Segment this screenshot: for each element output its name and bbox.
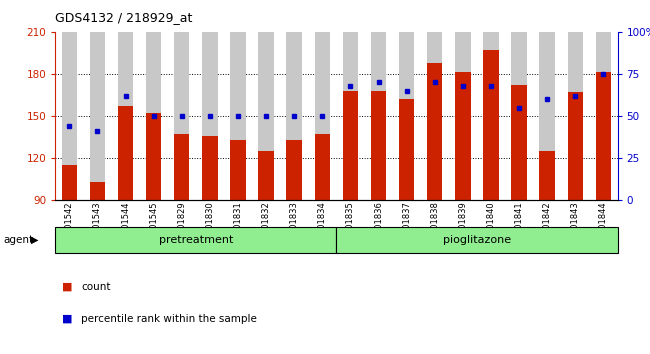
Bar	[540, 151, 555, 200]
Bar	[174, 134, 190, 200]
Bar	[455, 32, 471, 200]
Bar	[337, 227, 618, 253]
Bar	[118, 106, 133, 200]
Bar	[118, 32, 133, 200]
Bar	[55, 227, 337, 253]
Bar	[258, 32, 274, 200]
Bar	[315, 32, 330, 200]
Bar	[62, 32, 77, 200]
Bar	[343, 32, 358, 200]
Bar	[90, 182, 105, 200]
Bar	[427, 32, 443, 200]
Text: ▶: ▶	[31, 235, 38, 245]
Bar	[370, 32, 386, 200]
Bar	[315, 134, 330, 200]
Text: agent: agent	[3, 235, 33, 245]
Text: count: count	[81, 282, 110, 292]
Bar	[146, 113, 161, 200]
Bar	[258, 151, 274, 200]
Bar	[567, 32, 583, 200]
Bar	[512, 85, 527, 200]
Bar	[370, 91, 386, 200]
Bar	[202, 32, 218, 200]
Bar	[202, 136, 218, 200]
Bar	[540, 32, 555, 200]
Bar	[230, 32, 246, 200]
Bar	[427, 63, 443, 200]
Bar	[90, 32, 105, 200]
Bar	[287, 140, 302, 200]
Text: pioglitazone: pioglitazone	[443, 235, 511, 245]
Bar	[343, 91, 358, 200]
Text: percentile rank within the sample: percentile rank within the sample	[81, 314, 257, 324]
Text: ■: ■	[62, 314, 72, 324]
Bar	[399, 99, 415, 200]
Bar	[483, 32, 499, 200]
Bar	[230, 140, 246, 200]
Text: GDS4132 / 218929_at: GDS4132 / 218929_at	[55, 11, 192, 24]
Bar	[567, 92, 583, 200]
Bar	[595, 32, 611, 200]
Bar	[146, 32, 161, 200]
Bar	[483, 50, 499, 200]
Bar	[512, 32, 527, 200]
Bar	[455, 73, 471, 200]
Bar	[399, 32, 415, 200]
Bar	[174, 32, 190, 200]
Bar	[62, 165, 77, 200]
Bar	[595, 73, 611, 200]
Text: pretreatment: pretreatment	[159, 235, 233, 245]
Text: ■: ■	[62, 282, 72, 292]
Bar	[287, 32, 302, 200]
